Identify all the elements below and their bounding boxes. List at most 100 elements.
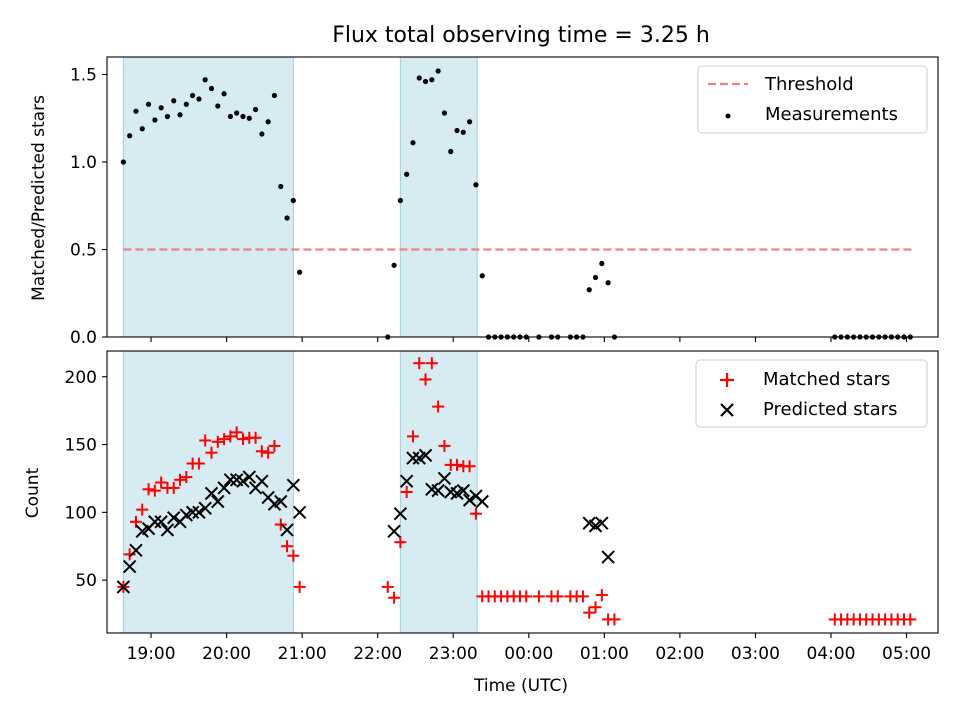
measurement-point bbox=[221, 91, 227, 97]
predicted-point bbox=[387, 524, 401, 539]
predicted-point bbox=[154, 515, 168, 529]
legend-threshold-label: Threshold bbox=[764, 74, 854, 95]
matched-point bbox=[438, 439, 451, 452]
measurement-point bbox=[127, 133, 133, 139]
measurement-point bbox=[460, 129, 466, 135]
bottom-series-predicted bbox=[116, 448, 615, 594]
matched-point bbox=[583, 606, 596, 619]
bottom-legend: Matched stars Predicted stars bbox=[695, 359, 928, 428]
x-tick-label: 20:00 bbox=[202, 644, 251, 664]
matched-point bbox=[293, 580, 306, 593]
measurement-point bbox=[152, 117, 158, 123]
measurement-point bbox=[605, 280, 611, 286]
measurement-point bbox=[139, 126, 145, 132]
predicted-point bbox=[437, 471, 452, 486]
measurement-point bbox=[246, 115, 252, 121]
matched-point bbox=[576, 590, 589, 603]
measurement-point bbox=[177, 112, 183, 118]
matched-point bbox=[262, 446, 275, 459]
matched-point bbox=[136, 503, 149, 516]
top-x-ticks bbox=[150, 337, 908, 342]
measurement-point bbox=[215, 103, 221, 109]
matched-point bbox=[589, 601, 602, 614]
measurement-point bbox=[284, 215, 290, 221]
predicted-point bbox=[475, 494, 489, 509]
y-tick-label: 100 bbox=[65, 503, 97, 523]
chart-title: Flux total observing time = 3.25 h bbox=[332, 23, 710, 48]
x-tick-label: 01:00 bbox=[580, 644, 629, 664]
measurement-point bbox=[416, 75, 422, 81]
predicted-point bbox=[160, 523, 175, 537]
top-series-measurements bbox=[120, 68, 913, 340]
predicted-point bbox=[399, 474, 414, 488]
measurement-point bbox=[227, 113, 233, 120]
measurement-point bbox=[290, 197, 296, 204]
observing-interval-0 bbox=[122, 56, 294, 338]
x-tick-label: 05:00 bbox=[882, 644, 931, 664]
legend-predicted-swatch bbox=[720, 403, 734, 417]
matched-point bbox=[174, 473, 187, 486]
x-tick-label: 19:00 bbox=[127, 644, 176, 664]
x-tick-label: 23:00 bbox=[429, 644, 478, 664]
matched-point bbox=[230, 426, 243, 439]
matched-point bbox=[218, 433, 231, 446]
matched-point bbox=[192, 457, 205, 470]
top-y-axis-label: Matched/Predicted stars bbox=[29, 95, 49, 301]
matched-point bbox=[532, 590, 545, 603]
x-tick-label: 04:00 bbox=[806, 644, 855, 664]
top-plot-frame bbox=[106, 56, 939, 338]
matched-point bbox=[211, 435, 224, 448]
predicted-point bbox=[595, 516, 609, 530]
matched-point bbox=[469, 507, 482, 520]
measurement-point bbox=[202, 77, 208, 83]
top-legend-frame bbox=[697, 65, 928, 134]
predicted-point bbox=[148, 515, 162, 529]
predicted-point bbox=[167, 511, 181, 525]
measurement-point bbox=[586, 287, 592, 293]
top-y-axis: 0.0 0.5 1.0 1.5 bbox=[70, 66, 107, 348]
y-tick-label: 150 bbox=[65, 436, 97, 456]
bottom-plot-frame bbox=[106, 350, 939, 634]
predicted-point bbox=[280, 523, 294, 537]
matched-point bbox=[155, 476, 168, 489]
predicted-point bbox=[198, 501, 212, 515]
predicted-point bbox=[217, 481, 231, 495]
predicted-point bbox=[418, 448, 433, 463]
matched-point bbox=[551, 590, 564, 603]
predicted-point bbox=[462, 493, 477, 507]
matched-point bbox=[595, 589, 608, 602]
measurement-point bbox=[429, 77, 435, 83]
predicted-point bbox=[393, 506, 408, 521]
predicted-point bbox=[431, 483, 445, 498]
predicted-point bbox=[129, 543, 143, 558]
predicted-point bbox=[122, 559, 137, 574]
predicted-point bbox=[185, 505, 200, 520]
predicted-point bbox=[601, 550, 615, 564]
matched-point bbox=[419, 373, 432, 386]
measurement-point bbox=[467, 119, 473, 125]
matched-point bbox=[381, 580, 394, 593]
measurement-point bbox=[397, 197, 403, 204]
measurement-point bbox=[145, 101, 152, 107]
measurement-point bbox=[196, 96, 202, 102]
measurement-point bbox=[391, 262, 397, 268]
predicted-point bbox=[211, 494, 225, 509]
predicted-point bbox=[204, 486, 219, 501]
predicted-point bbox=[274, 494, 288, 509]
matched-point bbox=[249, 431, 262, 444]
measurement-point bbox=[252, 106, 259, 113]
predicted-point bbox=[456, 483, 471, 498]
measurement-point bbox=[208, 85, 215, 92]
matched-point bbox=[199, 434, 212, 447]
legend-measurements-label: Measurements bbox=[765, 104, 898, 125]
matched-point bbox=[224, 430, 237, 443]
measurement-point bbox=[183, 101, 189, 107]
bottom-panel: 50 100 150 200 19:00 20:00 21:00 22:00 23:00 00:… bbox=[23, 350, 939, 696]
x-tick-label: 22:00 bbox=[353, 644, 402, 664]
predicted-point bbox=[406, 451, 420, 465]
top-panel: 0.0 0.5 1.0 1.5 Matched/Predicted stars Thr… bbox=[29, 56, 939, 348]
x-tick-label: 21:00 bbox=[278, 644, 327, 664]
measurement-point bbox=[234, 110, 240, 116]
measurement-point bbox=[448, 148, 454, 155]
